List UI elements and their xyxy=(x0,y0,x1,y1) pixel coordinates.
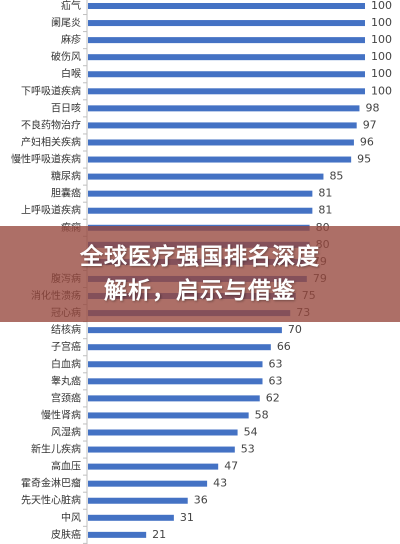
value-label: 21 xyxy=(152,528,166,541)
category-label: 宫颈癌 xyxy=(51,391,81,404)
category-label: 白血病 xyxy=(51,357,81,370)
bar xyxy=(88,378,263,385)
value-label: 100 xyxy=(371,67,392,80)
value-label: 63 xyxy=(269,357,283,370)
value-label: 47 xyxy=(224,460,238,473)
bar xyxy=(88,531,147,538)
bar xyxy=(88,156,352,163)
bar xyxy=(88,207,313,214)
category-label: 子宫癌 xyxy=(51,340,81,353)
value-label: 43 xyxy=(213,477,227,490)
bar xyxy=(88,3,365,9)
value-label: 63 xyxy=(269,374,283,387)
value-label: 100 xyxy=(371,0,392,12)
category-label: 疝气 xyxy=(61,0,81,12)
bar xyxy=(88,173,324,180)
value-label: 36 xyxy=(194,494,208,507)
bar xyxy=(88,429,238,436)
category-label: 胆囊癌 xyxy=(51,187,81,200)
bar xyxy=(88,54,365,61)
category-label: 破伤风 xyxy=(51,50,81,63)
category-label: 结核病 xyxy=(51,323,81,336)
bar xyxy=(88,139,354,146)
bar xyxy=(88,327,282,334)
category-label: 白喉 xyxy=(61,67,81,80)
bar xyxy=(88,361,263,368)
bar xyxy=(88,480,208,487)
category-label: 不良药物治疗 xyxy=(21,118,81,131)
headline-line-2: 解析，启示与借鉴 xyxy=(104,278,296,304)
value-label: 85 xyxy=(329,170,343,183)
value-label: 97 xyxy=(363,118,377,131)
bar xyxy=(88,88,365,95)
category-label: 新生儿疾病 xyxy=(31,443,81,456)
bar xyxy=(88,37,365,44)
value-label: 95 xyxy=(357,153,371,166)
value-label: 70 xyxy=(288,323,302,336)
value-label: 66 xyxy=(277,340,291,353)
bar xyxy=(88,395,260,402)
value-label: 96 xyxy=(360,135,374,148)
value-label: 54 xyxy=(244,426,258,439)
value-label: 100 xyxy=(371,50,392,63)
category-label: 产妇相关疾病 xyxy=(21,135,81,148)
value-label: 100 xyxy=(371,33,392,46)
headline-line-1: 全球医疗强国排名深度 xyxy=(80,244,320,270)
bar xyxy=(88,190,313,197)
bar xyxy=(88,122,357,129)
bar xyxy=(88,105,360,112)
value-label: 62 xyxy=(266,391,280,404)
value-label: 98 xyxy=(365,101,379,114)
category-label: 上呼吸道疾病 xyxy=(21,204,81,217)
bar xyxy=(88,446,235,453)
value-label: 81 xyxy=(318,204,332,217)
category-label: 慢性呼吸道疾病 xyxy=(11,153,81,166)
bar xyxy=(88,20,365,27)
value-label: 100 xyxy=(371,16,392,29)
category-label: 麻疹 xyxy=(61,33,81,46)
bar xyxy=(88,71,365,78)
category-label: 风湿病 xyxy=(51,426,81,439)
bar xyxy=(88,463,219,470)
value-label: 53 xyxy=(241,443,255,456)
headline-banner: 全球医疗强国排名深度 解析，启示与借鉴 xyxy=(0,226,400,322)
category-label: 下呼吸道疾病 xyxy=(21,84,81,97)
category-label: 高血压 xyxy=(51,460,81,473)
bar xyxy=(88,344,271,351)
category-label: 先天性心脏病 xyxy=(21,494,81,507)
category-label: 阑尾炎 xyxy=(51,16,81,29)
category-label: 睾丸癌 xyxy=(51,374,81,387)
value-label: 100 xyxy=(371,84,392,97)
value-label: 58 xyxy=(255,408,269,421)
category-label: 皮肤癌 xyxy=(51,528,81,541)
category-label: 百日咳 xyxy=(51,101,81,114)
bar xyxy=(88,514,174,521)
category-label: 慢性肾病 xyxy=(41,408,81,421)
category-label: 霍奇金淋巴瘤 xyxy=(21,477,81,490)
value-label: 31 xyxy=(180,511,194,524)
category-label: 中风 xyxy=(61,511,81,524)
value-label: 81 xyxy=(318,187,332,200)
bar xyxy=(88,412,249,419)
bar xyxy=(88,497,188,504)
category-label: 糖尿病 xyxy=(51,170,81,183)
